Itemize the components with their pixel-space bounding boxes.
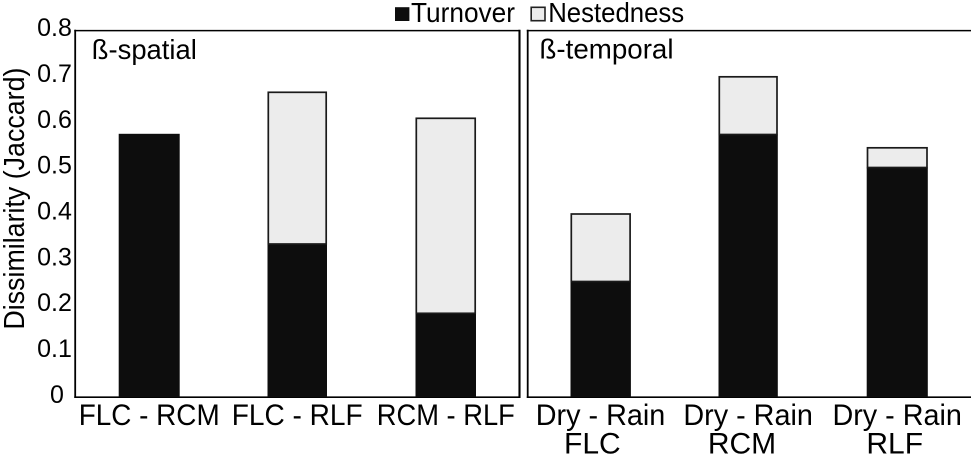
svg-text:Dry - Rain: Dry - Rain xyxy=(832,399,962,432)
svg-text:0.1: 0.1 xyxy=(37,335,72,363)
svg-text:0.5: 0.5 xyxy=(37,152,72,180)
svg-text:RCM - RLF: RCM - RLF xyxy=(377,399,515,432)
svg-text:0.2: 0.2 xyxy=(37,289,72,317)
svg-text:ß-spatial: ß-spatial xyxy=(92,34,197,65)
svg-text:FLC: FLC xyxy=(564,428,621,456)
svg-text:Nestedness: Nestedness xyxy=(548,0,684,28)
svg-text:0.8: 0.8 xyxy=(37,14,72,42)
svg-text:RCM: RCM xyxy=(708,428,776,456)
svg-text:0.3: 0.3 xyxy=(37,243,72,271)
svg-text:0.7: 0.7 xyxy=(37,60,72,88)
svg-text:ß-temporal: ß-temporal xyxy=(540,34,674,65)
svg-text:RLF: RLF xyxy=(866,428,923,456)
svg-text:Dry - Rain: Dry - Rain xyxy=(536,399,666,432)
svg-text:Dry - Rain: Dry - Rain xyxy=(683,399,813,432)
svg-text:0: 0 xyxy=(50,381,64,409)
svg-text:0.6: 0.6 xyxy=(37,106,72,134)
svg-text:FLC - RLF: FLC - RLF xyxy=(232,399,363,432)
svg-text:Turnover: Turnover xyxy=(411,0,515,28)
svg-text:Dissimilarity (Jaccard): Dissimilarity (Jaccard) xyxy=(0,68,31,330)
svg-text:FLC - RCM: FLC - RCM xyxy=(79,399,220,432)
svg-text:0.4: 0.4 xyxy=(37,198,72,226)
